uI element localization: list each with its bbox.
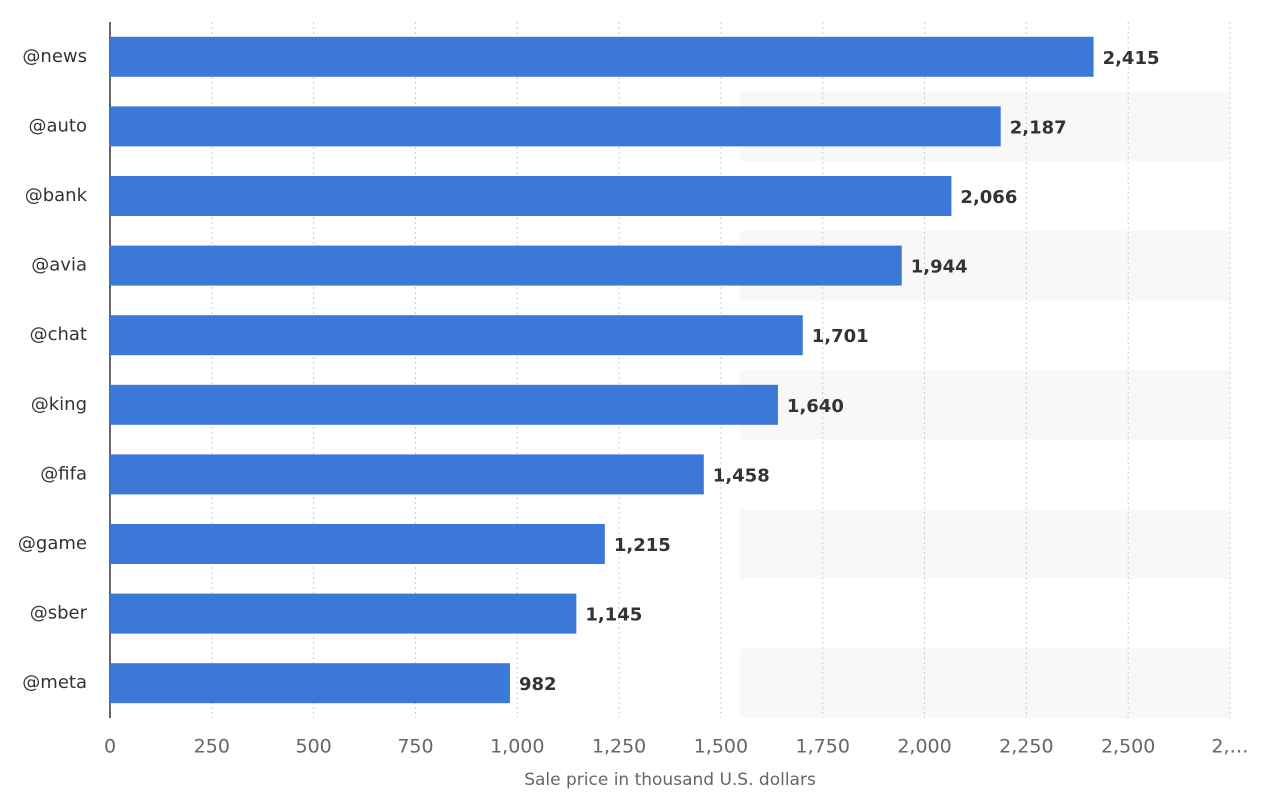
x-tick-label: 2,… xyxy=(1211,736,1248,758)
value-label: 2,415 xyxy=(1103,48,1160,69)
row-band xyxy=(740,370,1230,440)
bar xyxy=(110,384,778,425)
x-tick-label: 1,750 xyxy=(796,736,850,758)
bar xyxy=(110,106,1001,147)
bar xyxy=(110,36,1094,77)
value-label: 1,640 xyxy=(787,396,844,417)
bar xyxy=(110,524,605,564)
x-tick-label: 1,500 xyxy=(694,736,748,758)
value-label: 2,187 xyxy=(1010,117,1067,138)
bar xyxy=(110,454,704,495)
y-tick-label: @sber xyxy=(30,603,88,624)
x-axis-title: Sale price in thousand U.S. dollars xyxy=(524,770,816,790)
value-label: 1,458 xyxy=(713,465,770,486)
value-label: 1,944 xyxy=(911,257,968,278)
x-tick-label: 2,000 xyxy=(897,736,951,758)
x-tick-label: 750 xyxy=(397,736,433,758)
bar xyxy=(110,176,952,216)
value-label: 1,215 xyxy=(614,535,671,556)
y-tick-label: @news xyxy=(22,46,87,67)
bar xyxy=(110,315,803,356)
x-tick-label: 1,250 xyxy=(592,736,646,758)
bar xyxy=(110,245,902,286)
row-band xyxy=(740,648,1230,718)
value-label: 2,066 xyxy=(960,187,1017,208)
x-tick-label: 0 xyxy=(104,736,116,758)
value-label: 1,145 xyxy=(585,605,642,626)
y-tick-label: @avia xyxy=(31,255,87,276)
y-tick-label: @fifa xyxy=(40,463,87,484)
bar xyxy=(110,663,510,704)
x-tick-label: 1,000 xyxy=(490,736,544,758)
row-band xyxy=(740,509,1230,579)
y-tick-label: @auto xyxy=(28,115,87,136)
x-tick-label: 250 xyxy=(194,736,230,758)
y-tick-label: @chat xyxy=(30,324,87,345)
x-tick-label: 2,250 xyxy=(999,736,1053,758)
x-tick-label: 500 xyxy=(296,736,332,758)
y-tick-label: @meta xyxy=(22,672,87,693)
y-tick-label: @king xyxy=(31,394,87,415)
y-tick-label: @game xyxy=(18,533,87,554)
value-label: 1,701 xyxy=(812,326,869,347)
value-label: 982 xyxy=(519,674,557,695)
y-tick-label: @bank xyxy=(25,185,88,206)
bar xyxy=(110,593,577,634)
x-tick-label: 2,500 xyxy=(1101,736,1155,758)
